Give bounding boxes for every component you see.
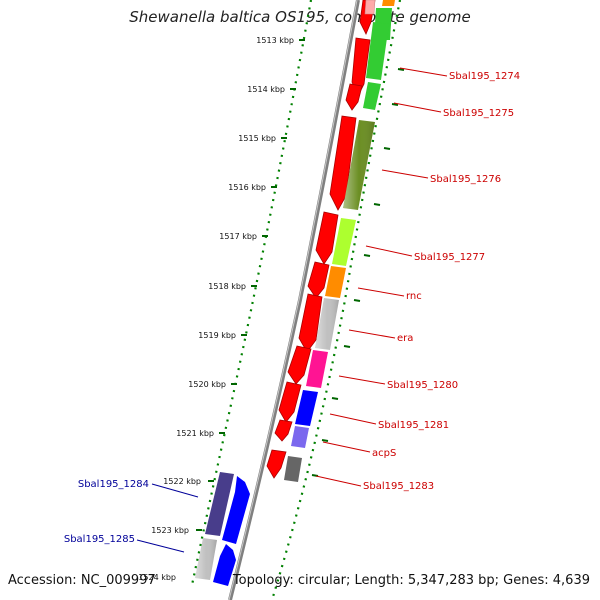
svg-text:1524 kbp: 1524 kbp bbox=[138, 573, 176, 582]
gene-label-sbal195-1283[interactable]: Sbal195_1283 bbox=[363, 481, 434, 492]
gene-arrow[interactable] bbox=[266, 449, 287, 479]
svg-text:1517 kbp: 1517 kbp bbox=[219, 232, 257, 241]
kbp-scale-1522: 1522 kbp bbox=[163, 477, 214, 486]
kbp-scale-1520: 1520 kbp bbox=[188, 380, 237, 389]
gene-block-rnc[interactable] bbox=[325, 266, 346, 298]
svg-text:1515 kbp: 1515 kbp bbox=[238, 134, 276, 143]
kbp-scale-1521: 1521 kbp bbox=[176, 429, 225, 438]
gene-label-era[interactable]: era bbox=[397, 333, 413, 344]
genome-backbone-highlight bbox=[228, 0, 358, 600]
gene-labels-left bbox=[136, 483, 199, 553]
gene-block-acps[interactable] bbox=[291, 426, 309, 448]
gene-block-sbal195-1277[interactable] bbox=[332, 218, 356, 266]
gene-shading bbox=[195, 120, 375, 580]
kbp-scale-1514: 1514 kbp bbox=[247, 85, 296, 94]
gene-label-sbal195-1281[interactable]: Sbal195_1281 bbox=[378, 420, 449, 431]
gene-arrow[interactable] bbox=[364, 0, 376, 15]
svg-text:1521 kbp: 1521 kbp bbox=[176, 429, 214, 438]
svg-text:1523 kbp: 1523 kbp bbox=[151, 526, 189, 535]
gene-label-sbal195-1277[interactable]: Sbal195_1277 bbox=[414, 252, 485, 263]
genome-summary-text: Topology: circular; Length: 5,347,283 bp… bbox=[232, 573, 590, 588]
gene-block-sbal195-1284[interactable] bbox=[205, 472, 234, 536]
svg-text:1514 kbp: 1514 kbp bbox=[247, 85, 285, 94]
kbp-scale-1524: 1524 kbp bbox=[138, 573, 176, 582]
gene-arrow[interactable] bbox=[315, 211, 339, 265]
gene-label-sbal195-1285[interactable]: Sbal195_1285 bbox=[64, 534, 135, 545]
gene-block-top-orange[interactable] bbox=[382, 0, 395, 6]
accession-text: Accession: NC_009997 bbox=[8, 573, 156, 588]
gene-label-sbal195-1274[interactable]: Sbal195_1274 bbox=[449, 71, 520, 82]
kbp-scale-1515: 1515 kbp bbox=[238, 134, 287, 143]
svg-text:1519 kbp: 1519 kbp bbox=[198, 331, 236, 340]
gene-arrow-reverse[interactable] bbox=[213, 544, 236, 586]
gene-block-sbal195-1281[interactable] bbox=[295, 390, 318, 426]
gene-blocks bbox=[195, 0, 395, 586]
gene-block-sbal195-1283[interactable] bbox=[284, 456, 302, 482]
gene-arrow[interactable] bbox=[307, 261, 330, 299]
gene-label-sbal195-1276[interactable]: Sbal195_1276 bbox=[430, 174, 501, 185]
gene-arrow[interactable] bbox=[274, 419, 293, 442]
kbp-scale-1518: 1518 kbp bbox=[208, 282, 257, 291]
svg-text:1522 kbp: 1522 kbp bbox=[163, 477, 201, 486]
gene-label-sbal195-1284[interactable]: Sbal195_1284 bbox=[78, 479, 149, 490]
gene-arrow[interactable] bbox=[329, 115, 357, 211]
kbp-scale-1523: 1523 kbp bbox=[151, 526, 202, 535]
svg-text:1520 kbp: 1520 kbp bbox=[188, 380, 226, 389]
svg-text:1518 kbp: 1518 kbp bbox=[208, 282, 246, 291]
gene-block-sbal195-1275[interactable] bbox=[363, 82, 381, 110]
gene-arrow[interactable] bbox=[345, 83, 363, 111]
gene-arrow[interactable] bbox=[298, 293, 323, 353]
kbp-scale-1517: 1517 kbp bbox=[219, 232, 268, 241]
genome-backbone bbox=[228, 0, 360, 600]
svg-text:1516 kbp: 1516 kbp bbox=[228, 183, 266, 192]
gene-label-acps[interactable]: acpS bbox=[372, 448, 396, 459]
svg-text:1513 kbp: 1513 kbp bbox=[256, 36, 294, 45]
forward-gene-arrows bbox=[266, 0, 376, 479]
gene-block-sbal195-1274[interactable] bbox=[366, 22, 389, 80]
gene-block-sbal195-1280[interactable] bbox=[306, 350, 328, 388]
gene-arrow-reverse[interactable] bbox=[222, 476, 250, 544]
gene-labels-right bbox=[315, 67, 448, 487]
gene-arrow[interactable] bbox=[287, 345, 312, 385]
kbp-scale-1516: 1516 kbp bbox=[228, 183, 277, 192]
kbp-scale-1513: 1513 kbp bbox=[256, 36, 305, 45]
scale-track-inner bbox=[190, 0, 313, 586]
outer-track-ticks bbox=[311, 68, 405, 477]
gene-label-rnc[interactable]: rnc bbox=[406, 291, 422, 302]
kbp-scale-1519: 1519 kbp bbox=[198, 331, 247, 340]
gene-label-sbal195-1280[interactable]: Sbal195_1280 bbox=[387, 380, 458, 391]
gene-label-sbal195-1275[interactable]: Sbal195_1275 bbox=[443, 108, 514, 119]
gene-arrow[interactable] bbox=[278, 381, 302, 423]
